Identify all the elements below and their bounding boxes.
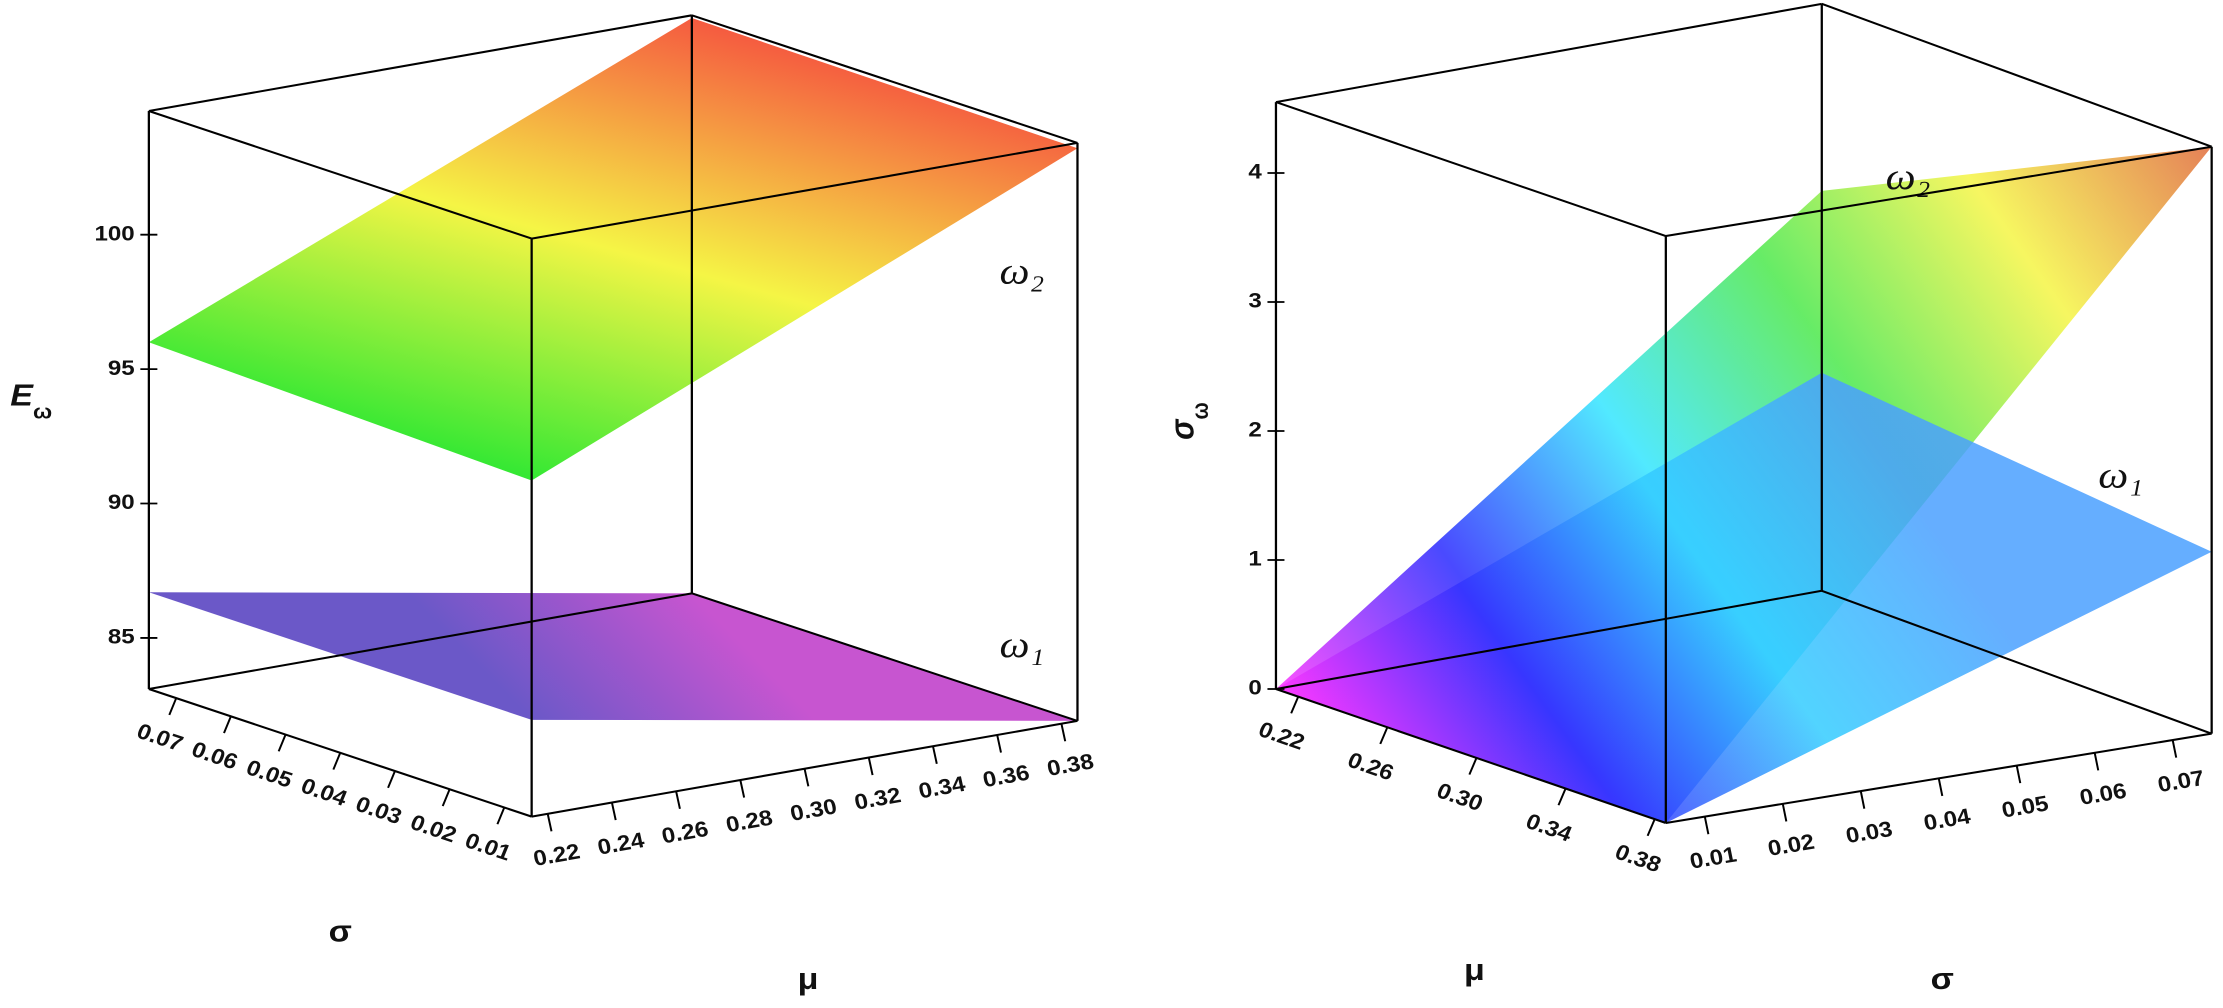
z-axis-title-sub: ω bbox=[33, 400, 52, 424]
box-edge bbox=[148, 14, 693, 113]
y-tick-label: 0.38 bbox=[1611, 839, 1665, 877]
x-tick bbox=[1703, 816, 1710, 835]
z-tick-label: 1 bbox=[1248, 546, 1262, 571]
x-tick bbox=[496, 807, 506, 825]
box-edge bbox=[1275, 589, 1823, 691]
box-edge bbox=[1275, 101, 1667, 238]
x-tick-label: 0.03 bbox=[1844, 816, 1895, 848]
x-tick-label: 0.07 bbox=[2155, 765, 2206, 797]
x-tick-label: 0.05 bbox=[1999, 791, 2050, 823]
y-tick bbox=[996, 734, 1002, 753]
y-tick-label: 0.38 bbox=[1045, 748, 1096, 780]
y-tick-label: 0.22 bbox=[531, 838, 582, 870]
x-tick-label: 0.07 bbox=[133, 718, 186, 756]
y-tick bbox=[610, 802, 617, 821]
series-label: ω₂ bbox=[1886, 155, 1931, 198]
y-tick-label: 0.22 bbox=[1255, 716, 1309, 754]
z-tick-label: 95 bbox=[108, 355, 135, 380]
z-axis-title-sub: ω bbox=[1187, 402, 1213, 419]
y-tick-label: 0.28 bbox=[724, 805, 775, 837]
x-tick bbox=[2093, 752, 2100, 771]
y-tick bbox=[1468, 757, 1478, 775]
box-edge bbox=[148, 592, 693, 691]
box-edge bbox=[691, 592, 1078, 722]
x-tick-label: 0.06 bbox=[188, 736, 241, 774]
y-tick bbox=[1060, 723, 1067, 742]
y-tick bbox=[739, 779, 746, 798]
x-tick bbox=[2171, 739, 2178, 758]
x-tick bbox=[441, 788, 451, 807]
box-edge bbox=[691, 14, 1078, 144]
x-tick-label: 0.01 bbox=[1688, 842, 1739, 874]
x-tick bbox=[332, 752, 342, 770]
surface bbox=[1275, 372, 2212, 823]
z-tick-label: 85 bbox=[108, 624, 135, 649]
y-tick bbox=[932, 746, 938, 764]
y-axis-title: μ bbox=[1464, 952, 1485, 986]
y-tick bbox=[1290, 696, 1300, 714]
z-axis-title-main: σ bbox=[1163, 418, 1201, 440]
x-tick bbox=[168, 697, 178, 716]
z-tick-label: 4 bbox=[1248, 159, 1262, 184]
x-tick-label: 0.03 bbox=[352, 791, 405, 829]
y-tick-label: 0.24 bbox=[595, 827, 646, 859]
box-edge bbox=[148, 110, 533, 240]
x-tick-label: 0.05 bbox=[243, 755, 297, 793]
x-tick-label: 0.01 bbox=[462, 828, 516, 866]
z-tick-label: 3 bbox=[1248, 288, 1261, 313]
z-tick-label: 90 bbox=[108, 489, 135, 514]
y-tick bbox=[546, 813, 553, 832]
x-tick-label: 0.04 bbox=[1921, 803, 1972, 835]
z-axis-title: σω bbox=[1163, 402, 1213, 440]
y-tick-label: 0.34 bbox=[916, 771, 967, 803]
box-edge bbox=[1821, 589, 2213, 735]
y-tick bbox=[1557, 788, 1567, 806]
box-edge bbox=[1821, 2, 2213, 148]
y-tick bbox=[867, 757, 874, 776]
x-tick bbox=[1781, 803, 1788, 822]
y-tick-label: 0.34 bbox=[1522, 808, 1576, 846]
x-axis-title: σ bbox=[329, 914, 352, 948]
z-axis-title: Eω bbox=[10, 378, 52, 423]
x-tick bbox=[1937, 778, 1944, 797]
x-tick bbox=[1859, 790, 1866, 809]
z-tick-label: 2 bbox=[1248, 417, 1261, 442]
box-edge bbox=[1275, 2, 1823, 104]
x-tick-label: 0.06 bbox=[2077, 778, 2128, 810]
y-tick bbox=[675, 791, 681, 809]
x-tick-label: 0.02 bbox=[1766, 829, 1817, 861]
series-label: ω₂ bbox=[999, 249, 1044, 292]
x-tick-label: 0.04 bbox=[298, 773, 352, 811]
x-tick bbox=[2015, 765, 2022, 784]
x-tick bbox=[277, 734, 287, 752]
y-tick-label: 0.36 bbox=[980, 760, 1031, 792]
y-tick-label: 0.26 bbox=[1344, 747, 1398, 785]
y-axis-title: μ bbox=[798, 961, 819, 995]
box-edge bbox=[1275, 688, 1667, 824]
z-tick-label: 0 bbox=[1248, 675, 1261, 700]
y-tick bbox=[1646, 818, 1656, 837]
x-tick-label: 0.02 bbox=[407, 809, 460, 847]
y-tick bbox=[803, 768, 810, 787]
series-label: ω₁ bbox=[999, 623, 1044, 666]
chart: ω₂ ω₁ 0.010.020.030.040.050.060.07 0.22 0.24… bbox=[10, 14, 1096, 995]
chart: ω₂ ω₁ 0.01 0.02 0.03 0.04 0.05 0.06 0.07 0.22 0.26… bbox=[1163, 2, 2213, 995]
x-tick bbox=[223, 716, 232, 734]
y-tick bbox=[1379, 726, 1389, 745]
x-axis-title: σ bbox=[1931, 961, 1954, 995]
box-edge bbox=[1665, 145, 2212, 238]
z-axis-title-main: E bbox=[10, 378, 34, 412]
series-label: ω₁ bbox=[2098, 453, 2143, 496]
x-tick bbox=[387, 770, 396, 789]
y-tick-label: 0.32 bbox=[852, 782, 903, 814]
surface bbox=[148, 17, 1078, 481]
y-tick-label: 0.30 bbox=[1433, 778, 1487, 816]
z-tick-label: 100 bbox=[95, 221, 135, 246]
y-tick-label: 0.30 bbox=[788, 793, 839, 825]
y-tick-label: 0.26 bbox=[659, 816, 710, 848]
box-edge bbox=[531, 141, 1078, 240]
surface bbox=[148, 592, 1078, 721]
